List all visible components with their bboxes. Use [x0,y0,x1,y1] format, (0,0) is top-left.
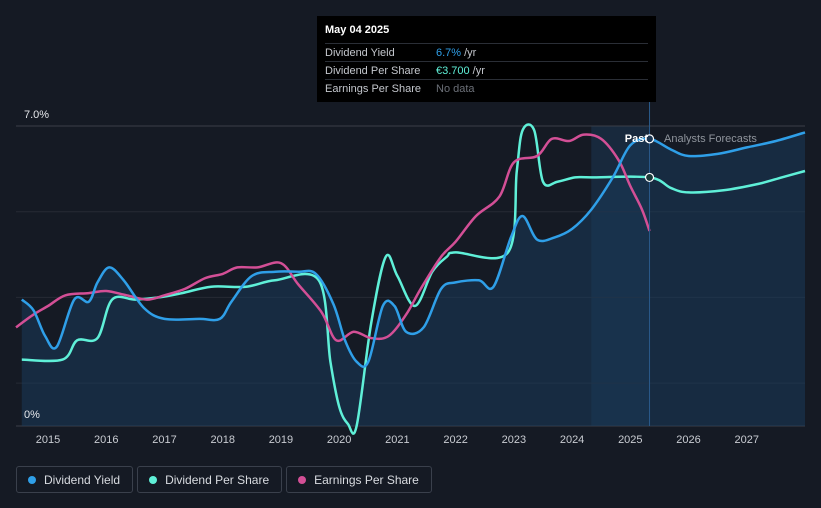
x-tick-label: 2021 [385,434,409,446]
earnings-per-share-line [15,133,651,343]
tooltip-row-dividend-per-share: Dividend Per Share €3.700/yr [325,61,648,79]
past-label: Past [625,133,649,145]
legend-dot-icon [298,475,307,484]
x-tick-label: 2020 [327,434,351,446]
x-tick-label: 2017 [152,434,176,446]
x-tick-label: 2022 [443,434,467,446]
legend-item-dividend-per-share[interactable]: Dividend Per Share [137,466,283,493]
legend-label: Earnings Per Share [314,472,419,487]
forecast-label: Analysts Forecasts [664,133,757,145]
dividend-yield-area [21,132,806,426]
legend-dot-icon [149,475,158,484]
tooltip-unit: /yr [464,46,477,59]
tooltip-value: 6.7% [436,46,462,59]
legend-item-dividend-yield[interactable]: Dividend Yield [16,466,134,493]
x-axis-ticks: 2015 2016 2017 2018 2019 2020 2021 2022 2023 2024… [36,434,759,446]
tooltip-label: Dividend Yield [325,46,395,59]
x-tick-label: 2025 [618,434,642,446]
x-tick-label: 2016 [94,434,118,446]
x-tick-label: 2026 [676,434,700,446]
x-tick-label: 2019 [269,434,293,446]
dividend-yield-line [20,131,806,368]
tooltip-unit: /yr [472,64,485,77]
tooltip-value: €3.700 [436,64,470,77]
legend-dot-icon [28,475,36,484]
tooltip-row-earnings-per-share: Earnings Per Share No data [325,79,648,97]
tooltip-label: Dividend Per Share [325,64,421,77]
x-tick-label: 2023 [502,434,526,446]
x-tick-label: 2018 [210,434,234,446]
x-tick-label: 2024 [560,434,584,446]
legend-item-earnings-per-share[interactable]: Earnings Per Share [286,466,432,493]
dividend-yield-marker [644,134,655,144]
hover-markers [644,134,655,183]
dividend-per-share-marker [644,172,655,183]
series-lines [15,123,806,435]
legend: Dividend Yield Dividend Per Share Earnin… [16,466,432,493]
tooltip-value: No data [436,82,475,95]
y-axis-max-label: 7.0% [24,109,49,121]
tooltip-row-dividend-yield: Dividend Yield 6.7%/yr [325,43,648,61]
tooltip: May 04 2025 Dividend Yield 6.7%/yr Divid… [317,16,656,102]
x-tick-label: 2015 [36,434,60,446]
legend-label: Dividend Yield [44,472,121,487]
legend-label: Dividend Per Share [165,472,270,487]
tooltip-date: May 04 2025 [325,24,390,36]
tooltip-label: Earnings Per Share [325,82,421,95]
x-tick-label: 2027 [735,434,759,446]
y-axis-min-label: 0% [24,409,40,421]
